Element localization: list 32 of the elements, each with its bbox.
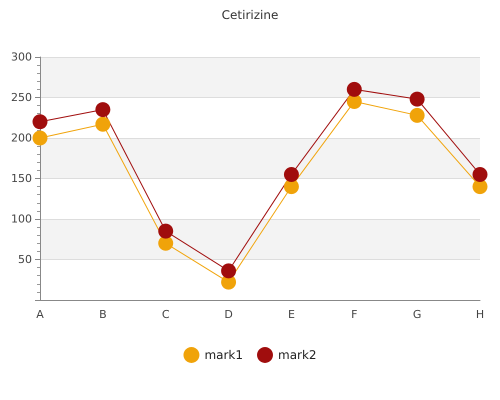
point (95, 102, 110, 118)
point (346, 94, 362, 110)
point (32, 130, 48, 146)
point (284, 179, 299, 194)
x-tick-label: F (351, 308, 358, 321)
point (221, 263, 236, 278)
point (346, 82, 362, 97)
point (410, 108, 425, 123)
point (158, 224, 174, 239)
legend-label: mark1 (204, 348, 243, 362)
x-tick-label: H (476, 308, 484, 321)
x-tick-label: A (36, 308, 44, 321)
chart-title: Cetirizine (222, 8, 278, 22)
x-tick-label: D (224, 308, 233, 321)
x-tick-label: B (99, 308, 107, 321)
y-tick-label: 250 (11, 91, 32, 104)
point (410, 92, 425, 107)
x-tick-label: E (288, 308, 295, 321)
x-tick-label: G (412, 308, 422, 321)
point (472, 179, 488, 194)
point (472, 166, 488, 182)
legend-label: mark2 (278, 348, 317, 362)
y-tick-label: 50 (18, 253, 32, 266)
y-tick-label: 300 (11, 50, 32, 64)
point (158, 236, 174, 251)
y-tick-label: 100 (11, 212, 32, 226)
point (32, 114, 48, 130)
point (95, 116, 110, 132)
point (284, 166, 299, 182)
y-tick-label: 200 (11, 132, 32, 144)
y-tick-label: 150 (11, 172, 32, 185)
x-tick-label: C (162, 308, 170, 321)
